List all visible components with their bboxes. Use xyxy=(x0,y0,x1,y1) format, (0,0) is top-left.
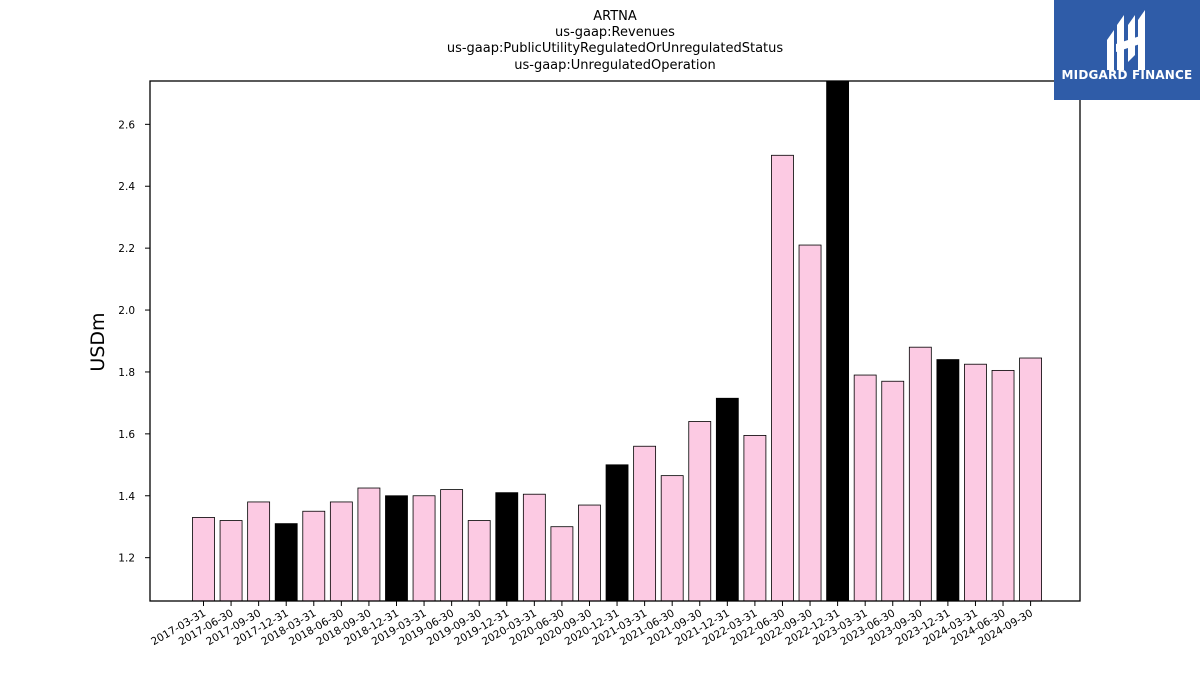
bar-2018-09-30 xyxy=(357,487,381,602)
bar-2021-06-30 xyxy=(660,475,684,602)
y-tick-label: 1.6 xyxy=(118,429,135,441)
chart-subtitle-1: us-gaap:Revenues xyxy=(555,25,675,40)
bar-2023-06-30 xyxy=(881,380,905,602)
bar-2020-09-30 xyxy=(578,504,601,602)
chart-title-block: ARTNA us-gaap:Revenues us-gaap:PublicUti… xyxy=(447,9,784,73)
bar-2017-03-31 xyxy=(192,517,215,602)
bars-group xyxy=(192,80,1042,602)
bar-2019-12-31 xyxy=(495,492,519,602)
bar-2022-06-30 xyxy=(771,154,794,602)
bar-2022-09-30 xyxy=(798,244,822,602)
bar-2021-12-31 xyxy=(715,397,739,602)
x-axis: 2017-03-312017-06-302017-09-302017-12-31… xyxy=(149,601,1035,648)
bar-2017-12-31 xyxy=(274,523,298,602)
y-tick-label: 2.6 xyxy=(118,119,135,131)
logo-text: MIDGARD FINANCE xyxy=(1061,68,1193,82)
bar-2018-06-30 xyxy=(329,501,353,602)
y-tick-label: 1.2 xyxy=(118,553,135,565)
bar-2019-03-31 xyxy=(412,495,436,602)
bar-2017-09-30 xyxy=(247,501,271,602)
y-tick-label: 1.4 xyxy=(118,491,135,503)
bar-2024-03-31 xyxy=(964,363,987,602)
bar-2024-09-30 xyxy=(1019,357,1042,602)
bar-2023-09-30 xyxy=(908,346,932,602)
logo-mark-icon xyxy=(1107,10,1145,70)
bar-2023-12-31 xyxy=(936,359,960,602)
bar-2017-06-30 xyxy=(219,520,243,602)
bar-2021-09-30 xyxy=(688,421,712,602)
y-tick-label: 2.4 xyxy=(118,181,135,193)
bar-2024-06-30 xyxy=(991,369,1015,602)
chart-title: ARTNA xyxy=(593,9,637,24)
y-axis: 1.2 1.4 1.6 1.8 2.0 2.2 2.4 2.6 xyxy=(118,119,150,565)
chart-subtitle-3: us-gaap:UnregulatedOperation xyxy=(514,58,715,73)
y-tick-label: 2.0 xyxy=(118,305,135,317)
bar-2018-03-31 xyxy=(302,510,326,602)
bar-2022-03-31 xyxy=(743,434,767,602)
y-tick-label: 1.8 xyxy=(118,367,135,379)
bar-2019-09-30 xyxy=(467,520,491,602)
bar-2019-06-30 xyxy=(440,489,464,602)
bar-2020-12-31 xyxy=(605,464,629,602)
bar-2023-03-31 xyxy=(853,374,877,602)
chart-subtitle-2: us-gaap:PublicUtilityRegulatedOrUnregula… xyxy=(447,41,784,56)
y-axis-label: USDm xyxy=(87,312,109,371)
logo: MIDGARD FINANCE xyxy=(1054,0,1200,100)
y-tick-label: 2.2 xyxy=(118,243,135,255)
bar-2020-03-31 xyxy=(522,493,546,602)
bar-2018-12-31 xyxy=(385,495,408,602)
bar-2021-03-31 xyxy=(633,445,657,602)
bar-2022-12-31 xyxy=(826,80,850,602)
bar-2020-06-30 xyxy=(550,526,574,602)
plot-frame xyxy=(149,80,1081,602)
